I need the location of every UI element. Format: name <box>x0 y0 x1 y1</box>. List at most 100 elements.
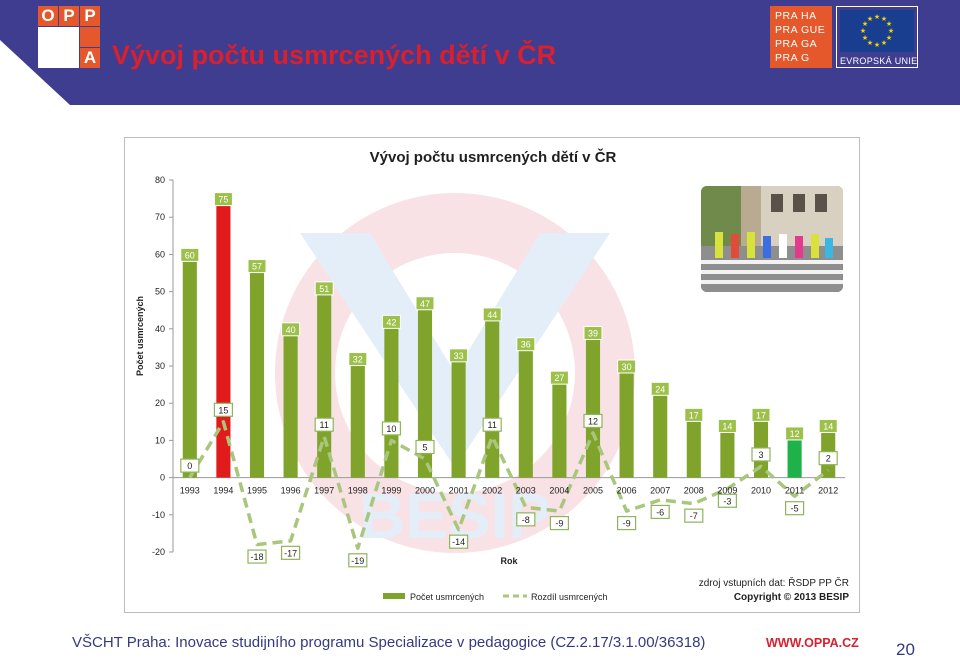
bar-value-label: 32 <box>353 355 363 365</box>
bar-2006 <box>619 366 634 478</box>
diff-value-label: 5 <box>422 443 427 453</box>
bar-label-box <box>281 322 301 337</box>
praha-logo: PRA HA PRA GUE PRA GA PRA G <box>770 6 832 68</box>
x-tick-label: 1997 <box>314 486 334 496</box>
footer-url-link[interactable]: WWW.OPPA.CZ <box>766 636 859 650</box>
eu-label: EVROPSKÁ UNIE <box>840 56 918 66</box>
diff-value-label: 10 <box>386 424 396 434</box>
bar-2008 <box>686 414 701 478</box>
bar-label-box <box>717 419 737 434</box>
bar-value-label: 40 <box>286 325 296 335</box>
y-tick-label: 60 <box>155 249 165 259</box>
bar-value-label: 39 <box>588 329 598 339</box>
svg-text:★: ★ <box>886 20 892 28</box>
svg-text:★: ★ <box>881 15 887 23</box>
x-tick-label: 1999 <box>381 486 401 496</box>
svg-text:★: ★ <box>874 41 880 49</box>
bar-label-box <box>213 192 233 207</box>
bar-label-box <box>751 407 771 422</box>
diff-value-label: -18 <box>250 552 263 562</box>
x-tick-label: 2010 <box>751 486 771 496</box>
bar-1996 <box>283 328 298 478</box>
diff-value-label: 0 <box>187 461 192 471</box>
bar-2004 <box>552 377 567 478</box>
praha-row: PRA GA <box>775 38 818 50</box>
crosswalk-photo <box>701 186 843 292</box>
svg-text:★: ★ <box>888 27 894 35</box>
diff-line-series: 0 15 -18 -17 11 -19 10 5 -14 11 -8 -9 12 -9 -6 -7 -3 3 -5 2 <box>180 402 838 568</box>
bar-2001 <box>451 354 466 478</box>
svg-text:★: ★ <box>881 39 887 47</box>
oppa-letter: P <box>59 6 79 26</box>
bar-label-box <box>583 326 603 341</box>
bar-2000 <box>417 302 433 478</box>
bar-label-box <box>684 407 704 422</box>
bar-2005 <box>585 332 601 478</box>
footer-text: VŠCHT Praha: Inovace studijního programu… <box>72 634 706 651</box>
chart-title: Vývoj počtu usmrcených dětí v ČR <box>370 148 617 166</box>
bar-1998 <box>350 358 365 478</box>
diff-value-label: 12 <box>588 416 598 426</box>
svg-text:★: ★ <box>867 39 873 47</box>
diff-value-label: 15 <box>218 405 228 415</box>
bar-value-label: 42 <box>386 317 396 327</box>
diff-value-label: -3 <box>723 496 731 506</box>
diff-value-label: -17 <box>284 548 297 558</box>
bar-2011 <box>787 432 802 478</box>
svg-text:★: ★ <box>874 13 880 21</box>
x-tick-label: 1998 <box>348 486 368 496</box>
legend: Počet usmrcených Rozdíl usmrcených <box>383 592 608 602</box>
bar-value-label: 75 <box>218 195 228 205</box>
header-background <box>0 0 960 105</box>
diff-value-label: -5 <box>791 504 799 514</box>
bar-label-box <box>415 296 435 311</box>
bar-1995 <box>249 265 265 478</box>
bar-value-label: 57 <box>252 262 262 272</box>
legend-swatch-bars <box>383 593 405 599</box>
x-axis-ticks: 1993 1994 1995 1996 1997 1998 1999 2000 2001 2002… <box>180 486 838 496</box>
bar-label-box <box>650 381 670 396</box>
header-band: O P P A Vývoj počtu usmrcených dětí v ČR… <box>0 0 960 105</box>
bar-value-label: 33 <box>454 351 464 361</box>
x-tick-label: 2000 <box>415 486 435 496</box>
x-tick-label: 2003 <box>516 486 536 496</box>
children-crossing-image <box>701 186 843 292</box>
diff-label-box <box>482 417 502 432</box>
x-tick-label: 1993 <box>180 486 200 496</box>
x-tick-label: 2007 <box>650 486 670 496</box>
svg-text:★: ★ <box>860 27 866 35</box>
diff-label-box <box>818 451 838 466</box>
bar-1999 <box>384 321 399 478</box>
praha-row: PRA GUE <box>775 24 826 36</box>
diff-label-box <box>314 417 334 432</box>
diff-label-box <box>717 493 738 508</box>
svg-text:★: ★ <box>886 34 892 42</box>
x-tick-label: 1995 <box>247 486 267 496</box>
diff-label-box <box>281 545 301 560</box>
bar-label-box <box>180 247 200 262</box>
bar-value-label: 27 <box>554 373 564 383</box>
bar-value-label: 44 <box>487 310 497 320</box>
diff-label-box <box>247 549 267 564</box>
diff-value-label: -6 <box>656 507 664 517</box>
diff-value-label: 3 <box>758 450 763 460</box>
x-tick-label: 2012 <box>818 486 838 496</box>
praha-row: PRA G <box>775 52 810 64</box>
bar-label-box <box>449 348 469 363</box>
eu-logo: ★ ★ ★ ★ ★ ★ ★ ★ ★ ★ ★ ★ EVROPSKÁ UNIE <box>836 6 918 68</box>
bar-label-box <box>482 307 502 322</box>
bar-value-label: 17 <box>689 410 699 420</box>
x-tick-label: 2005 <box>583 486 603 496</box>
bar-value-label: 14 <box>722 422 732 432</box>
diff-value-label: 11 <box>320 420 329 430</box>
y-tick-label: 10 <box>155 435 165 445</box>
page-number: 20 <box>896 640 915 659</box>
bar-label-box <box>381 314 401 329</box>
x-tick-label: 1994 <box>213 486 233 496</box>
bar-label-box <box>818 419 838 434</box>
svg-text:★: ★ <box>862 20 868 28</box>
diff-value-label: 2 <box>826 454 831 464</box>
source-annotation: zdroj vstupních dat: ŘSDP PP ČR <box>699 576 849 589</box>
diff-value-label: -8 <box>522 515 530 525</box>
